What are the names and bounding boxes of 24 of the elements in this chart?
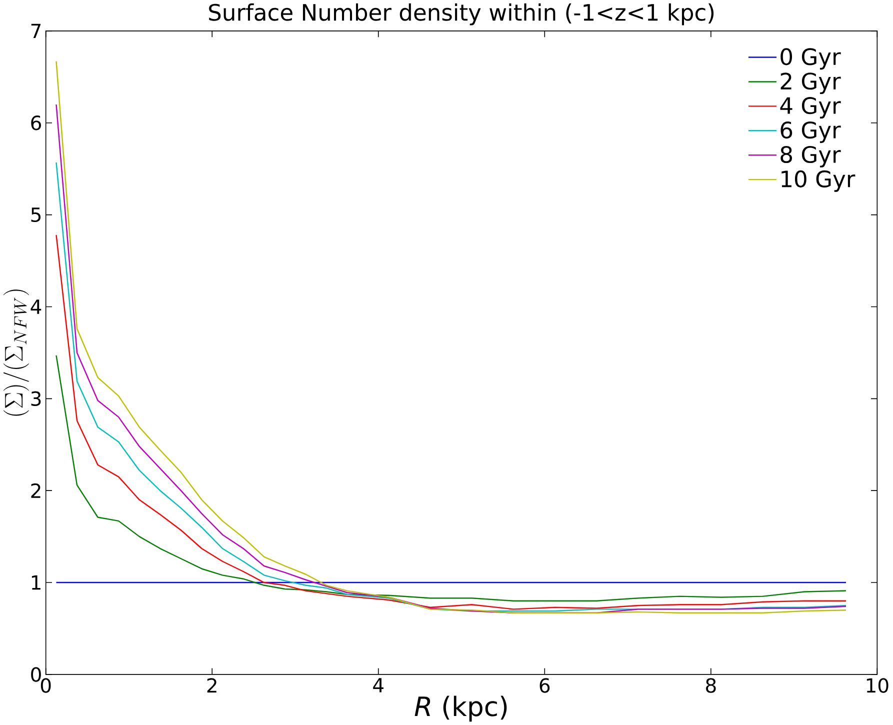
y-tick-label: 3 bbox=[31, 391, 41, 406]
x-tick-label: 8 bbox=[706, 678, 716, 693]
y-tick-label: 6 bbox=[31, 116, 41, 130]
y-tick-label: 0 bbox=[31, 667, 41, 682]
y-axis-title: $(\Sigma)/(\Sigma_{NFW})$ bbox=[3, 290, 29, 416]
y-tick-label: 5 bbox=[31, 208, 41, 222]
legend-label: 8 Gyr bbox=[780, 146, 841, 168]
x-tick-label: 2 bbox=[207, 678, 216, 693]
x-axis-title: R (kpc) bbox=[414, 696, 507, 722]
x-tick-label: 10 bbox=[866, 678, 888, 693]
y-tick-label: 1 bbox=[32, 575, 40, 590]
y-tick-label: 7 bbox=[31, 24, 41, 38]
legend-label: 6 Gyr bbox=[780, 122, 841, 143]
chart-title: Surface Number density within (-1<z<1 kpc) bbox=[209, 3, 714, 26]
line-series bbox=[56, 234, 847, 610]
x-tick-label: 6 bbox=[540, 678, 550, 693]
y-tick-label: 4 bbox=[30, 300, 42, 314]
legend-label: 4 Gyr bbox=[780, 97, 841, 118]
legend-label: 10 Gyr bbox=[782, 170, 856, 192]
x-tick-label: 0 bbox=[40, 678, 51, 693]
legend-label: 2 Gyr bbox=[780, 72, 841, 94]
legend-label: 0 Gyr bbox=[780, 48, 841, 70]
x-tick-label: 4 bbox=[373, 678, 384, 692]
y-tick-label: 2 bbox=[31, 483, 40, 498]
